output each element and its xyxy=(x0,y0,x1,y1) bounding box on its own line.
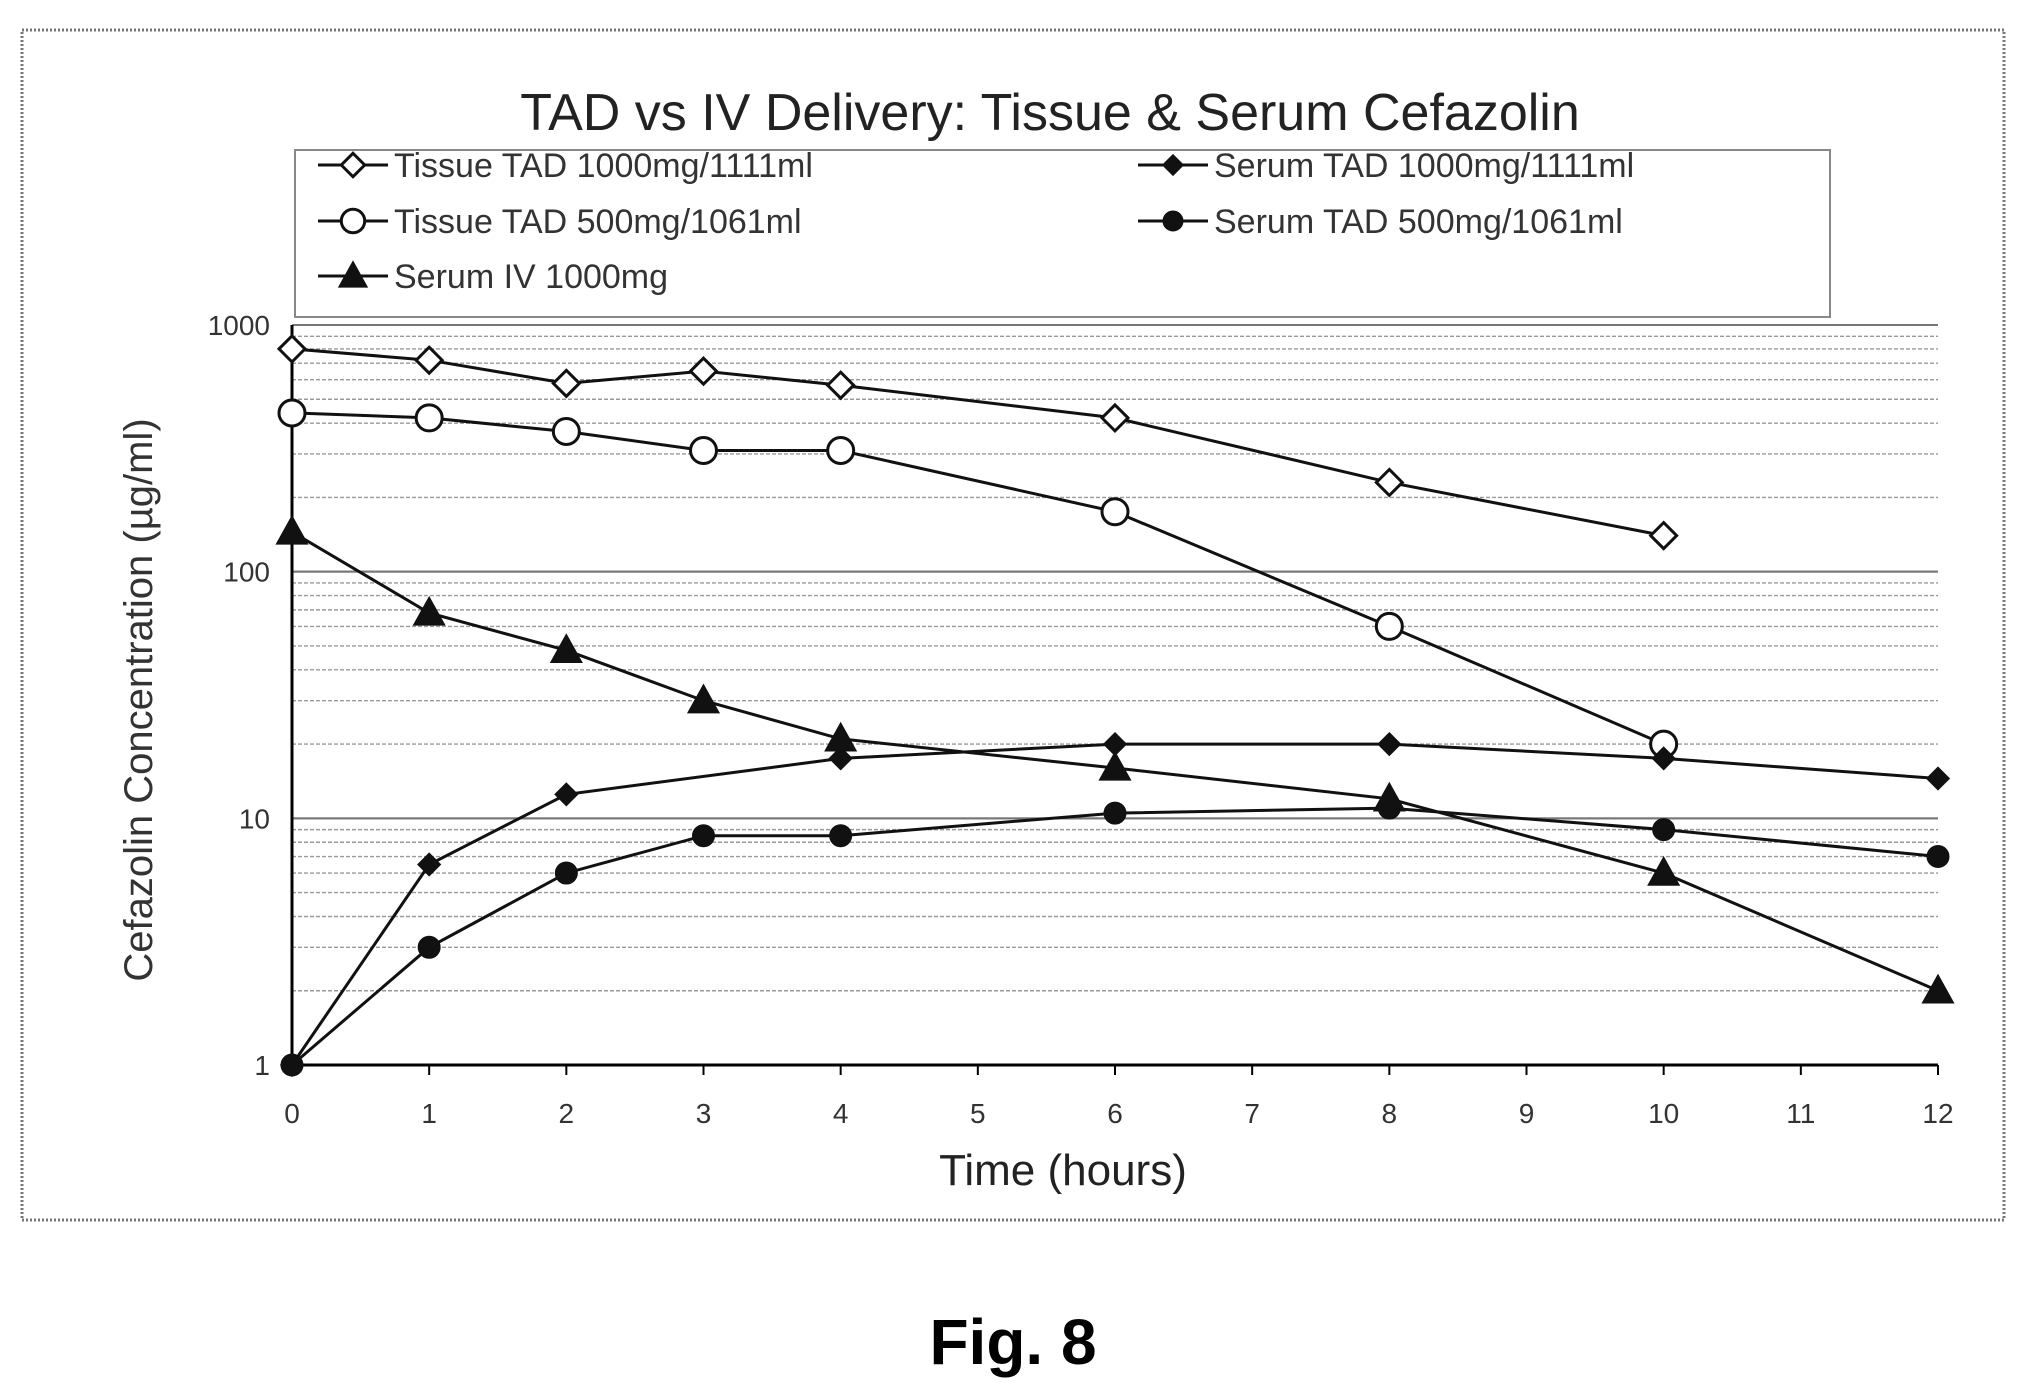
data-point xyxy=(1098,750,1132,781)
legend-label: Serum IV 1000mg xyxy=(394,258,668,296)
data-point xyxy=(339,151,367,179)
data-point xyxy=(692,824,715,848)
x-tick-label: 3 xyxy=(696,1098,712,1129)
series xyxy=(280,796,1950,1077)
data-point xyxy=(414,345,445,376)
x-tick-label: 9 xyxy=(1519,1098,1535,1129)
data-point xyxy=(1921,973,1955,1004)
data-point xyxy=(1102,731,1128,757)
data-point xyxy=(551,368,582,399)
data-point xyxy=(825,370,856,401)
x-tick-label: 5 xyxy=(970,1098,986,1129)
data-point xyxy=(828,746,853,771)
legend-label: Serum TAD 1000mg/1111ml xyxy=(1214,147,1634,185)
series xyxy=(277,398,1679,759)
x-tick-label: 11 xyxy=(1786,1098,1815,1129)
data-point xyxy=(1162,210,1184,232)
data-point xyxy=(1925,766,1951,791)
data-point xyxy=(1647,855,1681,886)
data-point xyxy=(417,852,442,877)
data-point xyxy=(689,435,718,465)
data-point xyxy=(280,1053,304,1077)
data-point xyxy=(275,514,309,545)
data-point xyxy=(686,683,721,714)
data-point xyxy=(337,260,369,288)
data-point xyxy=(1652,818,1676,842)
figure-caption: Fig. 8 xyxy=(929,1306,1097,1378)
data-point xyxy=(277,398,307,428)
legend-box xyxy=(294,149,1831,318)
data-point xyxy=(339,207,367,235)
x-tick-label: 8 xyxy=(1382,1098,1398,1129)
data-point xyxy=(417,935,441,959)
chart-title: TAD vs IV Delivery: Tissue & Serum Cefaz… xyxy=(520,84,1580,142)
legend-item: Serum TAD 1000mg/1111ml xyxy=(1138,147,1634,185)
x-tick-label: 7 xyxy=(1244,1098,1260,1129)
data-point xyxy=(1648,520,1679,551)
data-point xyxy=(414,403,444,433)
legend-item: Serum IV 1000mg xyxy=(318,258,668,296)
x-tick-label: 1 xyxy=(421,1098,437,1129)
data-point xyxy=(1103,801,1127,825)
data-point xyxy=(1377,731,1402,757)
data-point xyxy=(1161,153,1185,177)
data-point xyxy=(1374,611,1404,641)
series-line xyxy=(291,347,1664,538)
series-line xyxy=(290,742,1939,1066)
y-axis-label: Cefazolin Concentration (µg/ml) xyxy=(117,418,161,981)
x-tick-label: 10 xyxy=(1648,1098,1679,1129)
data-point xyxy=(551,417,581,447)
series xyxy=(279,731,1951,1078)
data-point xyxy=(1377,796,1401,820)
y-tick-label: 10 xyxy=(239,803,270,834)
data-point xyxy=(1374,467,1405,498)
x-tick-label: 2 xyxy=(559,1098,575,1129)
data-point xyxy=(826,435,856,465)
legend-item: Serum TAD 500mg/1061ml xyxy=(1138,203,1623,241)
legend-label: Tissue TAD 1000mg/1111ml xyxy=(394,147,813,185)
y-tick-label: 1 xyxy=(254,1050,270,1081)
x-tick-label: 12 xyxy=(1922,1098,1953,1129)
data-point xyxy=(688,356,719,387)
data-point xyxy=(1099,402,1131,434)
series-line xyxy=(291,411,1665,746)
legend: Tissue TAD 1000mg/1111ml Serum TAD 1000mg… xyxy=(318,147,1634,296)
legend-item: Tissue TAD 1000mg/1111ml xyxy=(318,147,813,185)
x-tick-label: 4 xyxy=(833,1098,849,1129)
y-tick-label: 100 xyxy=(223,557,270,588)
x-tick-label: 6 xyxy=(1107,1098,1123,1129)
legend-label: Serum TAD 500mg/1061ml xyxy=(1214,203,1623,241)
data-point xyxy=(554,782,579,807)
series xyxy=(276,333,1679,551)
data-point xyxy=(412,595,446,626)
data-point xyxy=(1926,845,1950,869)
x-tick-label: 0 xyxy=(284,1098,300,1129)
y-tick-label: 1000 xyxy=(208,310,270,341)
data-point xyxy=(276,333,308,365)
data-point xyxy=(829,824,853,848)
data-point xyxy=(549,633,583,663)
legend-label: Tissue TAD 500mg/1061ml xyxy=(394,203,802,241)
x-axis-label: Time (hours) xyxy=(939,1146,1187,1195)
data-point xyxy=(554,861,578,885)
data-point xyxy=(1100,497,1130,527)
data-point xyxy=(1651,746,1676,771)
legend-item: Tissue TAD 500mg/1061ml xyxy=(318,203,802,241)
